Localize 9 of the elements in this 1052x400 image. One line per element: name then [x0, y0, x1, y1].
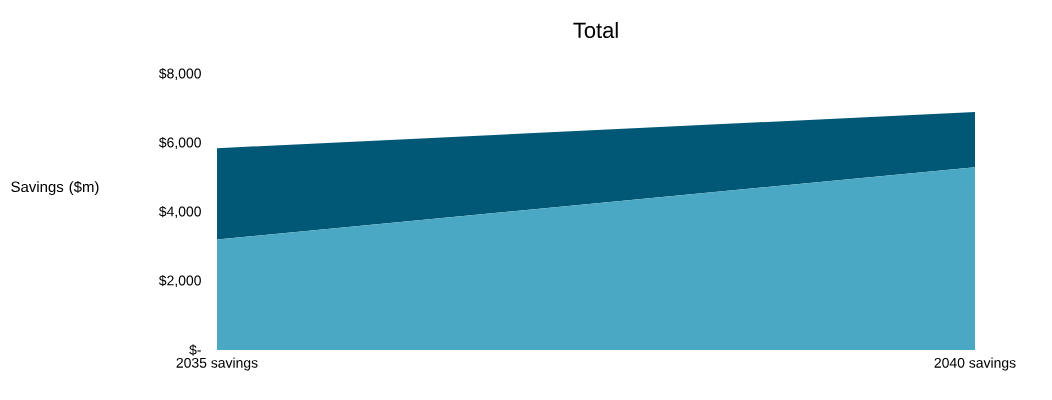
y-tick-label: $4,000 — [158, 205, 201, 219]
x-tick-label: 2035 savings — [176, 357, 258, 371]
y-axis-title: Savings ($m) — [11, 180, 99, 196]
y-tick-label: $2,000 — [158, 274, 201, 288]
y-tick-label: $8,000 — [158, 67, 201, 81]
chart-title: Total — [573, 21, 618, 39]
y-tick-label: $- — [189, 344, 201, 356]
y-tick-label: $6,000 — [158, 136, 201, 150]
x-tick-label: 2040 savings — [934, 357, 1016, 371]
